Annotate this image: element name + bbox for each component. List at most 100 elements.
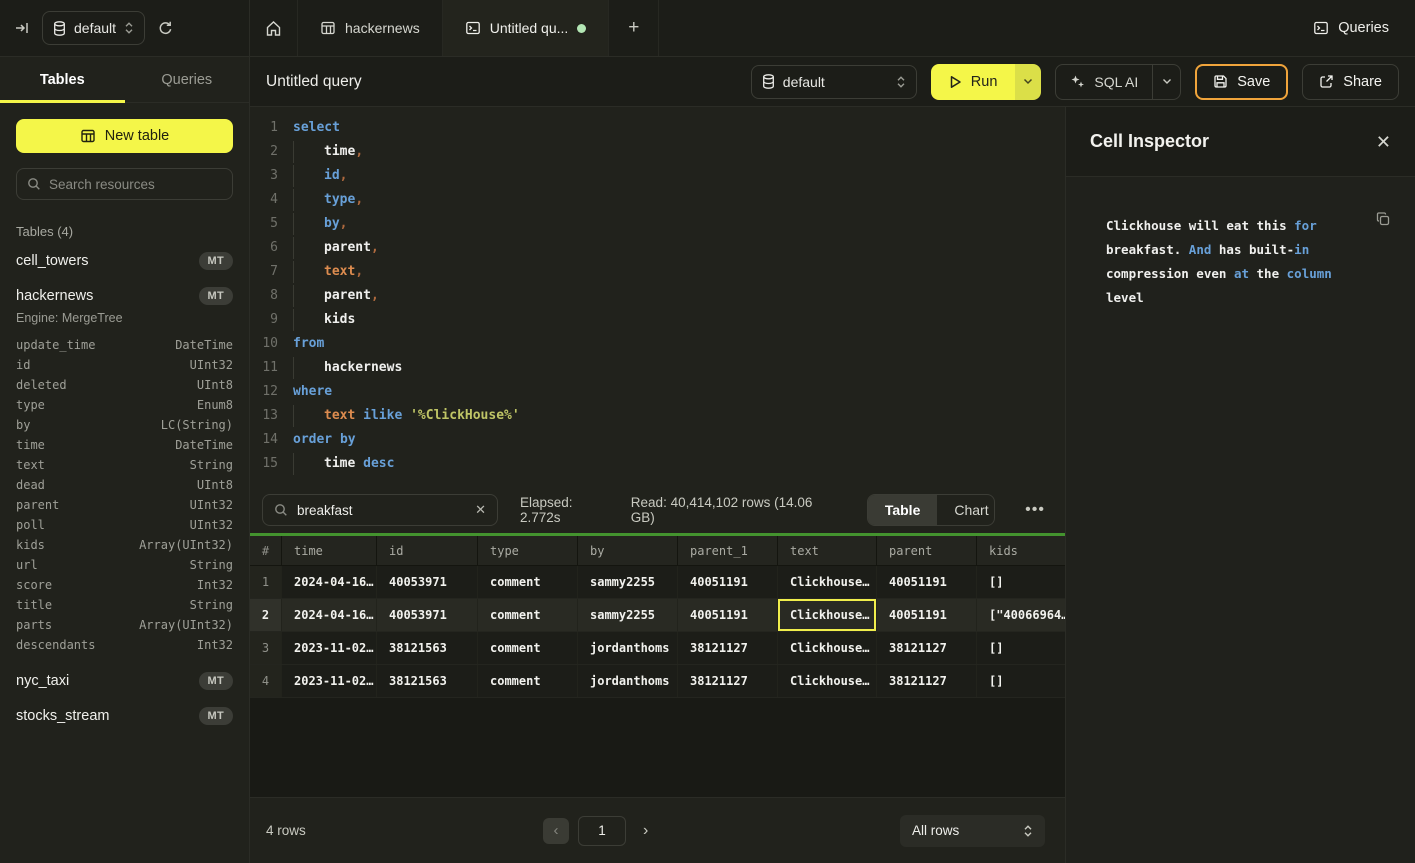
code-text: parent, (293, 236, 379, 260)
column-header[interactable]: time (282, 536, 377, 565)
tab-label: hackernews (345, 20, 420, 36)
tab-home[interactable] (250, 0, 298, 56)
table-cell[interactable]: sammy2255 (578, 599, 678, 631)
column-header[interactable]: by (578, 536, 678, 565)
query-database-selector[interactable]: default (750, 64, 917, 99)
table-cell[interactable]: 38121127 (877, 665, 977, 697)
table-cell[interactable]: 2023-11-02… (282, 632, 377, 664)
close-icon[interactable]: ✕ (1375, 131, 1391, 152)
copy-icon[interactable] (1375, 211, 1391, 227)
table-cell[interactable]: 40051191 (678, 566, 778, 598)
table-cell[interactable]: Clickhouse… (778, 566, 877, 598)
search-resources-input[interactable] (49, 176, 222, 192)
database-icon (53, 20, 66, 36)
queries-icon (1313, 20, 1329, 36)
page-size-selector[interactable]: All rows (900, 814, 1045, 847)
chevron-updown-icon (896, 75, 906, 89)
table-cell[interactable]: 38121127 (678, 632, 778, 664)
new-table-button[interactable]: New table (16, 119, 233, 153)
view-tab-table[interactable]: Table (867, 495, 938, 525)
code-text: parent, (293, 284, 379, 308)
sidebar-tab-tables[interactable]: Tables (0, 57, 125, 103)
column-header[interactable]: parent_1 (678, 536, 778, 565)
run-button[interactable]: Run (930, 63, 1016, 100)
line-number: 2 (270, 144, 278, 159)
table-cell[interactable]: [] (989, 575, 1004, 589)
chevron-updown-icon (124, 21, 134, 35)
column-header[interactable]: kids (989, 543, 1018, 558)
sql-ai-dropdown[interactable] (1152, 64, 1180, 99)
tab-hackernews[interactable]: hackernews (298, 0, 443, 56)
table-cell[interactable]: 38121563 (377, 665, 478, 697)
indent-guide (293, 164, 324, 187)
table-cell[interactable]: 40051191 (877, 566, 977, 598)
save-label: Save (1237, 73, 1271, 90)
run-button-group: Run (930, 63, 1042, 100)
table-cell[interactable]: 2024-04-16… (282, 566, 377, 598)
table-cell[interactable]: 2024-04-16… (282, 599, 377, 631)
table-cell[interactable]: Clickhouse… (778, 599, 877, 631)
view-tab-chart[interactable]: Chart (954, 502, 989, 518)
main-area: Untitled query default (250, 57, 1415, 863)
column-name: by (16, 418, 31, 432)
table-cell[interactable]: comment (478, 566, 578, 598)
sidebar-item-stocks-stream[interactable]: stocks_stream MT (16, 707, 233, 725)
table-cell[interactable]: [] (989, 641, 1004, 655)
sidebar-tab-queries[interactable]: Queries (161, 71, 213, 88)
table-cell[interactable]: 40051191 (877, 599, 977, 631)
new-tab-button[interactable]: + (609, 0, 660, 56)
table-cell[interactable]: 40051191 (678, 599, 778, 631)
table-cell[interactable]: comment (478, 632, 578, 664)
sql-editor[interactable]: 1 select 2 time, 3 id, 4 type, 5 by, 6 parent, 7 text… (250, 107, 1065, 487)
table-cell[interactable]: comment (478, 599, 578, 631)
sql-ai-button[interactable]: SQL AI (1056, 65, 1152, 99)
table-cell[interactable]: 38121127 (877, 632, 977, 664)
inspector-text-line: breakfast. And has built-in (1106, 242, 1310, 257)
column-type: Int32 (196, 578, 233, 592)
tab-untitled-query[interactable]: Untitled qu... (442, 0, 610, 56)
table-cell[interactable]: jordanthoms (578, 665, 678, 697)
table-cell[interactable]: jordanthoms (578, 632, 678, 664)
next-page-button[interactable]: › (643, 821, 649, 839)
code-text: text, (293, 260, 363, 284)
table-cell[interactable]: Clickhouse… (778, 665, 877, 697)
table-cell[interactable]: 38121127 (678, 665, 778, 697)
queries-shortcut[interactable]: Queries (1313, 0, 1415, 56)
prev-page-button[interactable]: ‹ (543, 817, 569, 844)
table-cell[interactable]: 38121563 (377, 632, 478, 664)
column-header[interactable]: type (478, 536, 578, 565)
table-cell[interactable]: Clickhouse… (778, 632, 877, 664)
table-cell[interactable]: [] (989, 674, 1004, 688)
table-cell[interactable]: ["40066964… (989, 608, 1065, 622)
database-selector[interactable]: default (42, 11, 146, 45)
column-header[interactable]: text (778, 536, 877, 565)
sidebar-content: New table Tables (4) cell_towers MT hack… (0, 103, 249, 741)
column-name: id (16, 358, 31, 372)
table-cell[interactable]: 2023-11-02… (282, 665, 377, 697)
save-button[interactable]: Save (1195, 63, 1289, 100)
cell-inspector-title: Cell Inspector (1090, 131, 1210, 151)
results-footer: 4 rows ‹ 1 › All rows (250, 797, 1065, 863)
table-cell[interactable]: comment (478, 665, 578, 697)
queries-label: Queries (1338, 20, 1389, 36)
run-options-dropdown[interactable] (1015, 63, 1042, 100)
table-name: stocks_stream (16, 708, 110, 724)
column-header[interactable]: parent (877, 536, 977, 565)
clear-search-icon[interactable]: ✕ (475, 502, 486, 517)
refresh-icon[interactable] (157, 20, 174, 37)
sidebar-item-hackernews[interactable]: hackernews MT (16, 287, 233, 305)
current-page-button[interactable]: 1 (578, 815, 626, 846)
sidebar-item-cell-towers[interactable]: cell_towers MT (16, 252, 233, 270)
table-cell[interactable]: 40053971 (377, 566, 478, 598)
share-button[interactable]: Share (1302, 63, 1399, 100)
collapse-sidebar-icon[interactable] (14, 20, 30, 36)
column-type: Enum8 (196, 398, 233, 412)
table-cell[interactable]: sammy2255 (578, 566, 678, 598)
results-more-button[interactable]: ••• (1025, 501, 1045, 518)
column-header[interactable]: id (377, 536, 478, 565)
table-cell[interactable]: 40053971 (377, 599, 478, 631)
column-header[interactable]: # (250, 536, 282, 565)
results-search-input[interactable] (297, 502, 467, 518)
sidebar-item-nyc-taxi[interactable]: nyc_taxi MT (16, 672, 233, 690)
play-icon (949, 75, 962, 89)
